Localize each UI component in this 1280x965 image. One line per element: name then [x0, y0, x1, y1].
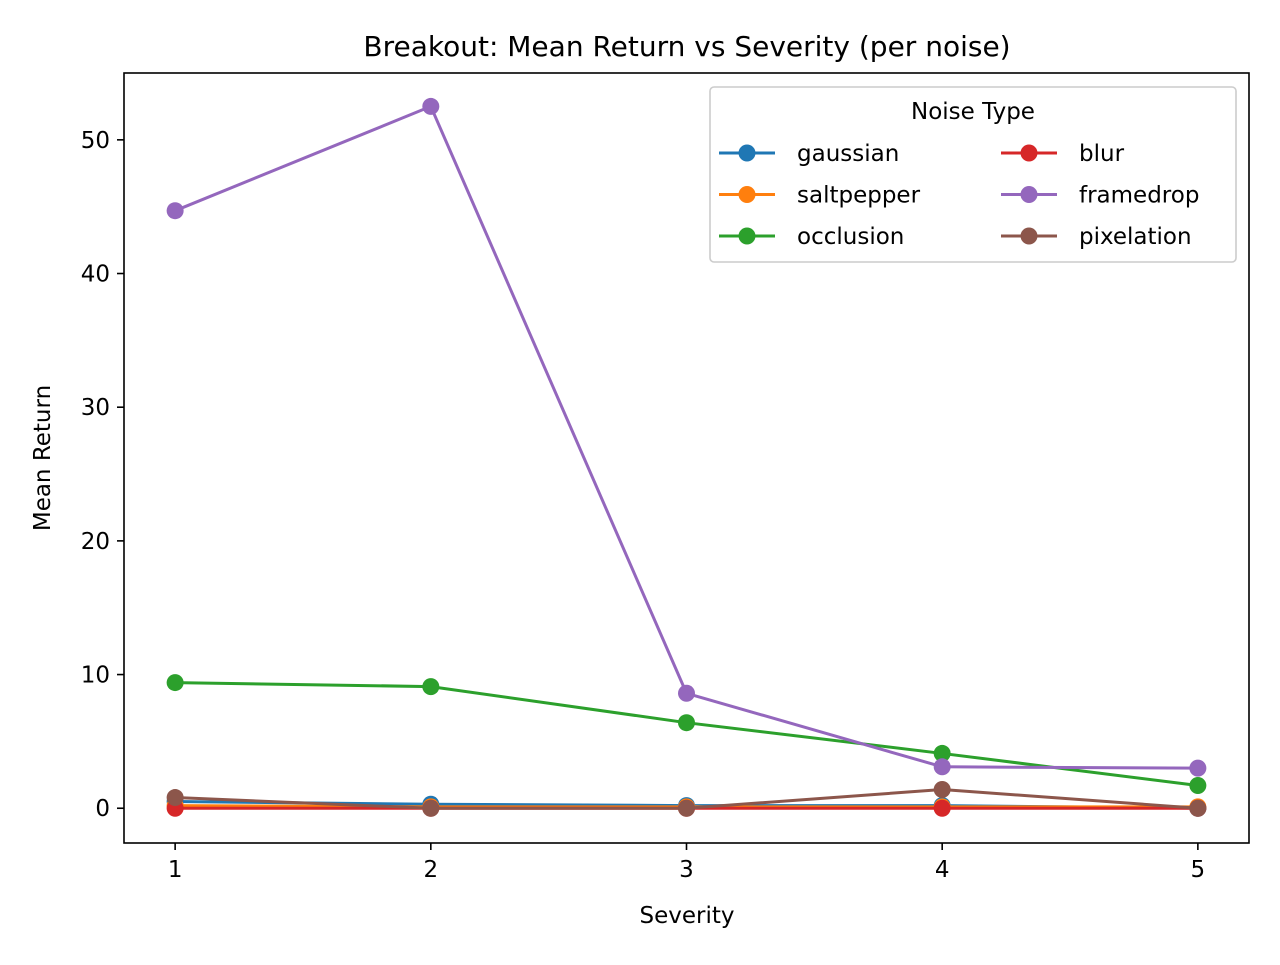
legend: Noise Type gaussian saltpepper occlusion bl… — [709, 86, 1237, 263]
legend-marker-gaussian — [738, 144, 756, 162]
data-point-pixelation — [678, 799, 695, 817]
y-tick-label: 10 — [81, 663, 110, 689]
y-tick-label: 30 — [81, 395, 110, 421]
y-tick-label: 20 — [81, 529, 110, 555]
legend-label-occlusion: occlusion — [797, 224, 904, 250]
data-point-framedrop — [422, 97, 440, 115]
legend-label-pixelation: pixelation — [1079, 224, 1192, 250]
data-point-framedrop — [1189, 759, 1207, 777]
legend-marker-framedrop — [1020, 186, 1038, 203]
legend-title: Noise Type — [911, 99, 1035, 125]
x-tick-label: 3 — [679, 857, 694, 883]
data-point-pixelation — [422, 799, 440, 817]
y-tick-label: 0 — [95, 796, 110, 822]
legend-item-blur: blur — [1001, 141, 1125, 167]
legend-item-saltpepper: saltpepper — [719, 183, 921, 209]
data-point-pixelation — [933, 781, 951, 799]
legend-item-gaussian: gaussian — [719, 141, 899, 167]
series-pixelation — [166, 781, 1207, 817]
legend-marker-saltpepper — [738, 186, 756, 203]
legend-label-saltpepper: saltpepper — [797, 183, 921, 209]
x-tick-label: 1 — [168, 857, 183, 883]
legend-box — [709, 86, 1237, 263]
data-point-occlusion — [1189, 777, 1207, 795]
legend-marker-pixelation — [1020, 227, 1038, 245]
legend-marker-occlusion — [738, 227, 756, 245]
data-point-occlusion — [166, 674, 184, 692]
x-tick-label: 4 — [935, 857, 950, 883]
data-point-occlusion — [422, 678, 440, 696]
y-axis-label: Mean Return — [30, 385, 56, 531]
legend-label-framedrop: framedrop — [1079, 183, 1199, 209]
data-point-pixelation — [166, 789, 184, 807]
data-point-framedrop — [166, 202, 184, 220]
series-occlusion — [166, 674, 1207, 795]
x-tick-label: 5 — [1191, 857, 1206, 883]
data-point-pixelation — [1189, 799, 1207, 817]
data-point-framedrop — [933, 758, 951, 776]
x-tick-label: 2 — [423, 857, 438, 883]
chart-title: Breakout: Mean Return vs Severity (per n… — [363, 30, 1010, 63]
data-point-occlusion — [678, 714, 695, 732]
legend-item-occlusion: occlusion — [719, 224, 904, 250]
data-point-framedrop — [678, 684, 695, 702]
y-tick-label: 50 — [81, 128, 110, 154]
legend-label-blur: blur — [1079, 141, 1125, 167]
data-point-blur — [933, 799, 951, 817]
series-framedrop — [166, 97, 1207, 777]
data-point-occlusion — [933, 744, 951, 762]
y-tick-label: 40 — [81, 262, 110, 288]
legend-item-framedrop: framedrop — [1001, 183, 1199, 209]
legend-label-gaussian: gaussian — [797, 141, 899, 167]
legend-marker-blur — [1020, 144, 1038, 162]
legend-item-pixelation: pixelation — [1001, 224, 1192, 250]
x-axis-label: Severity — [640, 903, 735, 929]
